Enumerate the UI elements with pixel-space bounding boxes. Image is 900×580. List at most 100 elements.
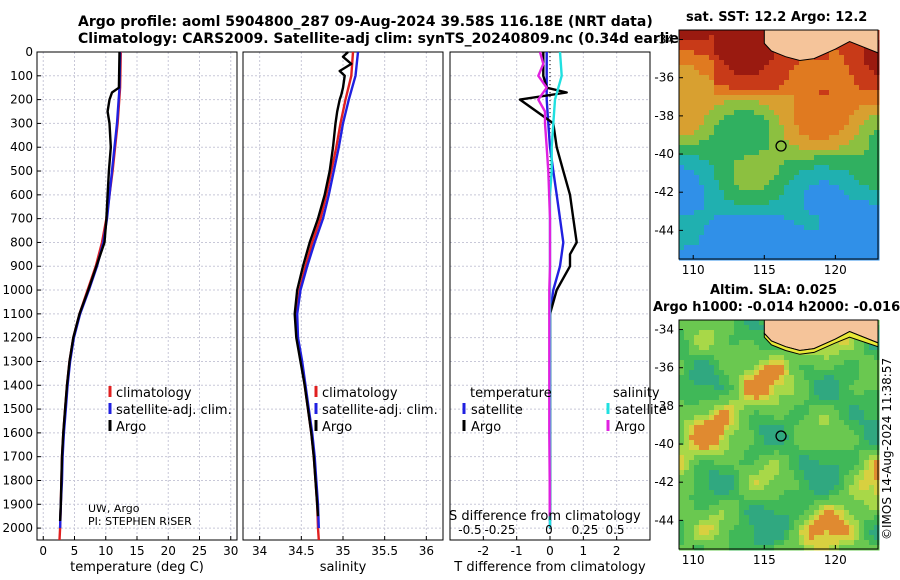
map-cell <box>699 125 705 131</box>
map-cell <box>819 100 825 106</box>
map-cell <box>784 85 790 91</box>
map-cell <box>794 420 800 426</box>
map-cell <box>694 350 700 356</box>
map-cell <box>689 435 695 441</box>
map-cell <box>829 430 835 436</box>
map-cell <box>734 490 740 496</box>
map-cell <box>869 245 875 251</box>
map-cell <box>809 235 815 241</box>
map-cell <box>689 135 695 141</box>
map-cell <box>759 40 765 46</box>
map-cell <box>839 535 845 541</box>
map-cell <box>844 380 850 386</box>
map-cell <box>859 175 865 181</box>
map-cell <box>799 545 805 551</box>
map-cell <box>724 355 730 361</box>
map-cell <box>839 125 845 131</box>
map-cell <box>729 245 735 251</box>
map-cell <box>744 415 750 421</box>
map-cell <box>724 475 730 481</box>
map-cell <box>684 65 690 71</box>
map-cell <box>874 220 880 226</box>
map-cell <box>774 415 780 421</box>
map-cell <box>774 120 780 126</box>
map-cell <box>874 355 880 361</box>
map-cell <box>714 360 720 366</box>
map-cell <box>799 105 805 111</box>
map-cell <box>809 155 815 161</box>
map-cell <box>854 450 860 456</box>
map-cell <box>844 145 850 151</box>
map-cell <box>689 340 695 346</box>
map-cell <box>859 200 865 206</box>
map-cell <box>699 185 705 191</box>
map-cell <box>774 205 780 211</box>
map-cell <box>689 455 695 461</box>
map-cell <box>704 490 710 496</box>
map-cell <box>689 210 695 216</box>
map-cell <box>784 245 790 251</box>
map-cell <box>704 350 710 356</box>
map-cell <box>699 340 705 346</box>
map-cell <box>714 55 720 61</box>
map-cell <box>804 185 810 191</box>
credit-line-2: PI: STEPHEN RISER <box>88 515 192 528</box>
map-cell <box>729 70 735 76</box>
y-tick-label: 1500 <box>2 402 33 416</box>
map-cell <box>714 200 720 206</box>
map-cell <box>854 370 860 376</box>
map-cell <box>874 205 880 211</box>
map-cell <box>704 465 710 471</box>
map-cell <box>834 215 840 221</box>
map-cell <box>799 425 805 431</box>
map-cell <box>814 445 820 451</box>
map-cell <box>699 380 705 386</box>
map-cell <box>684 70 690 76</box>
map-cell <box>844 235 850 241</box>
map-cell <box>844 175 850 181</box>
map-cell <box>864 385 870 391</box>
map-cell <box>819 175 825 181</box>
map-cell <box>874 390 880 396</box>
map-cell <box>749 370 755 376</box>
map-cell <box>744 320 750 326</box>
map-cell <box>724 155 730 161</box>
map-cell <box>749 410 755 416</box>
map-cell <box>754 195 760 201</box>
map-cell <box>829 250 835 256</box>
map-cell <box>774 380 780 386</box>
map-cell <box>724 400 730 406</box>
map-cell <box>789 360 795 366</box>
map-cell <box>814 225 820 231</box>
map-cell <box>724 175 730 181</box>
map-cell <box>854 490 860 496</box>
map-cell <box>714 365 720 371</box>
map-cell <box>869 530 875 536</box>
map-cell <box>754 405 760 411</box>
map-cell <box>859 205 865 211</box>
map-cell <box>849 180 855 186</box>
map-cell <box>749 110 755 116</box>
map-cell <box>759 155 765 161</box>
map-cell <box>749 435 755 441</box>
map-cell <box>719 390 725 396</box>
map-cell <box>829 360 835 366</box>
map-cell <box>804 470 810 476</box>
map-cell <box>799 360 805 366</box>
map-cell <box>744 540 750 546</box>
map-cell <box>764 70 770 76</box>
map-cell <box>869 140 875 146</box>
map-cell <box>779 125 785 131</box>
map-cell <box>864 375 870 381</box>
map-cell <box>789 205 795 211</box>
map-cell <box>819 120 825 126</box>
map-cell <box>679 465 685 471</box>
map-cell <box>794 215 800 221</box>
map-cell <box>779 540 785 546</box>
map-cell <box>799 160 805 166</box>
map-cell <box>729 490 735 496</box>
map-cell <box>839 525 845 531</box>
map-cell <box>804 460 810 466</box>
map-cell <box>759 535 765 541</box>
map-cell <box>764 500 770 506</box>
